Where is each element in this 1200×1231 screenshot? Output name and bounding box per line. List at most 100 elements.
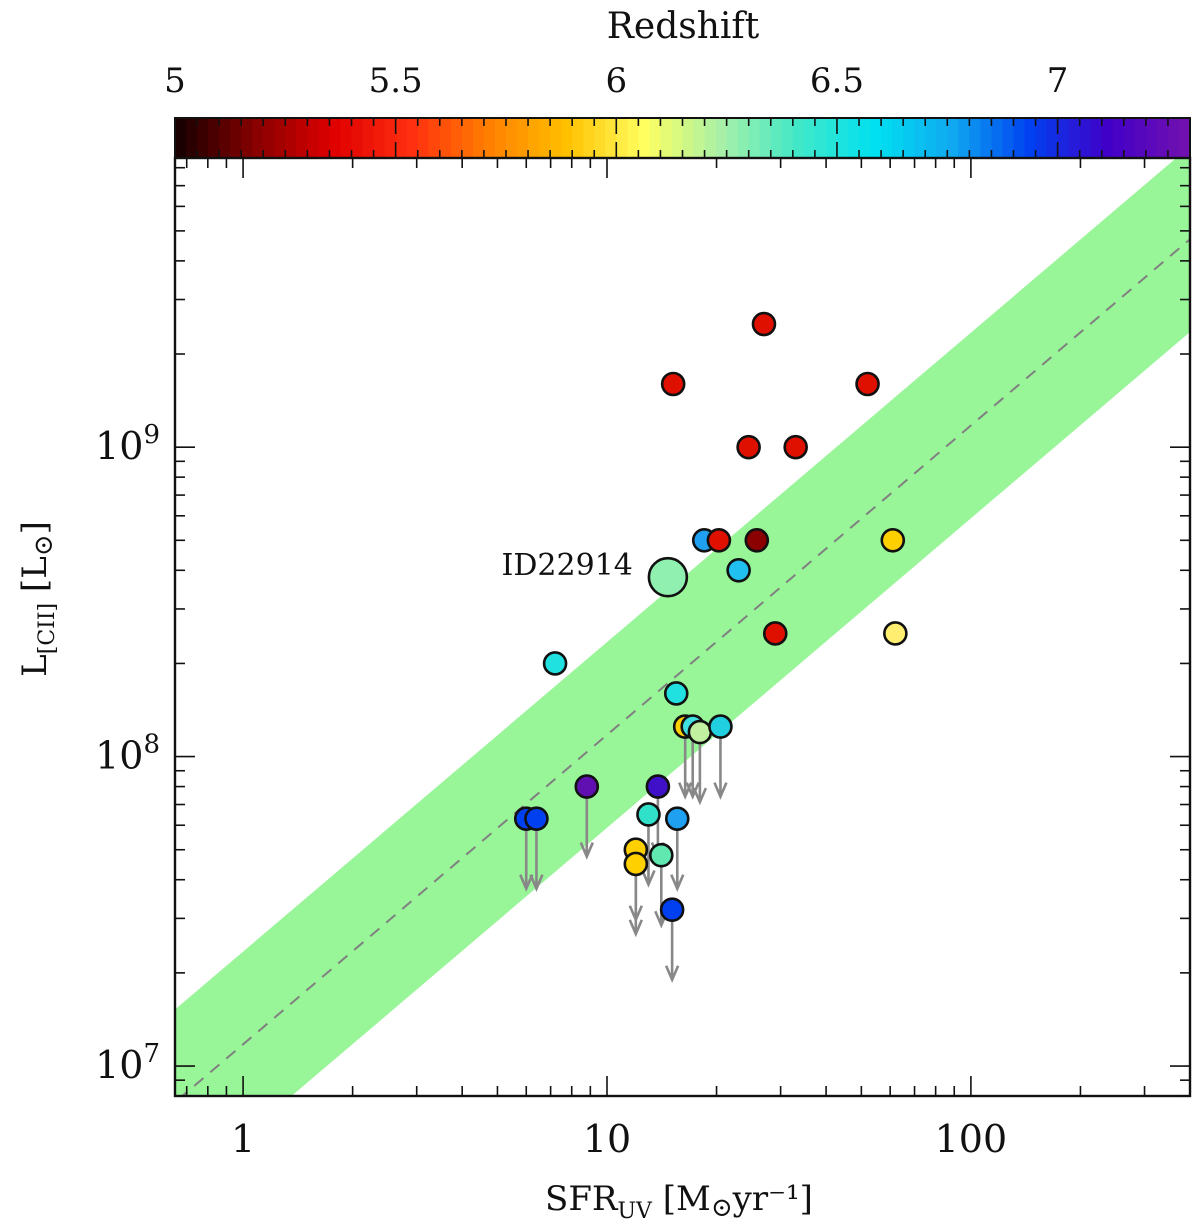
colorbar-tick-label: 7 [1047,61,1069,101]
plot-frame [173,156,1192,1098]
colorbar-cell [1024,118,1037,158]
colorbar-cell [605,118,617,158]
relation-scatter-band [175,158,1190,1096]
colorbar-cell [461,118,474,158]
colorbar-cell [947,118,959,158]
colorbar-cell [726,118,739,158]
colorbar-cell [384,118,397,158]
y-tick-label: 109 [95,420,160,468]
colorbar-cell [1046,118,1059,158]
colorbar-cell [892,118,904,158]
colorbar-cell [285,118,297,158]
upper-limit-point [648,842,674,868]
colorbar-cell [1156,118,1169,158]
data-point [762,621,788,646]
upper-limit-point [664,806,690,831]
colorbar-cell [296,118,308,158]
colorbar-cell [792,118,805,158]
colorbar-cell [1057,118,1070,158]
colorbar-cell [814,118,827,158]
colorbar-cell [505,118,518,158]
colorbar-cell [219,118,231,158]
upper-limit-arrowhead [628,919,644,938]
colorbar-cell [318,118,331,158]
colorbar-cell [781,118,794,158]
colorbar-cell [991,118,1004,158]
data-point [880,528,906,553]
colorbar-cell [825,118,838,158]
colorbar-cell [859,118,871,158]
colorbar-cell [803,118,816,158]
colorbar-cell [373,118,386,158]
colorbar-cell [494,118,507,158]
colorbar-cell [1167,118,1180,158]
colorbar-cell [671,118,684,158]
upper-limit-point [623,851,649,877]
colorbar-cell [969,118,981,158]
upper-limit-arrowhead [579,842,594,860]
colorbar-cell [737,118,750,158]
colorbar-cell [517,118,529,158]
colorbar-cell [439,118,452,158]
colorbar-cell [252,118,264,158]
upper-limit-arrowhead [529,874,544,892]
colorbar-title: Redshift [607,6,760,47]
highlight-point [647,556,689,598]
data-point [883,621,908,646]
colorbar-cell [483,118,496,158]
colorbar-cell [340,118,353,158]
colorbar-cell [1123,118,1136,158]
upper-limit-point [659,897,685,923]
colorbar-cell [351,118,364,158]
data-point [726,557,751,583]
upper-limit-point [574,774,600,799]
colorbar-cell [528,118,540,158]
upper-limit-arrowhead [685,782,700,800]
colorbar-cell [1002,118,1015,158]
colorbar-cell [1112,118,1125,158]
colorbar-cell [561,118,573,158]
colorbar-cell [175,118,187,158]
upper-limit-arrowhead [713,782,728,800]
upper-limit-point [687,719,713,745]
colorbar-cell [1145,118,1158,158]
colorbar-tick-label: 5 [164,61,186,101]
colorbar-cell [870,118,882,158]
x-axis-title: SFRUV [M⊙yr⁻¹] [545,1179,813,1224]
colorbar-cell [186,118,198,158]
colorbar-cell [241,118,253,158]
colorbar-cell [230,118,242,158]
colorbar-cell [583,118,595,158]
y-tick-label: 107 [95,1039,160,1087]
colorbar-cell [1101,118,1114,158]
data-point [855,371,880,397]
colorbar-cell [847,118,860,158]
data-point [660,371,686,397]
colorbar-cell [770,118,783,158]
colorbar-cell [914,118,926,158]
colorbar-cell [980,118,993,158]
upper-limit-arrowhead [641,869,656,888]
colorbar-cell [693,118,706,158]
colorbar-cell [682,118,695,158]
colorbar-cell [715,118,728,158]
colorbar-cell [208,118,220,158]
colorbar: Redshift 5 5.5 6 6.5 7 [164,6,1191,159]
colorbar-cell [274,118,286,158]
colorbar-cell [263,118,275,158]
colorbar-cell [903,118,915,158]
colorbar-tick-label: 6 [605,61,627,101]
colorbar-cell [627,118,639,158]
colorbar-cell [329,118,342,158]
colorbar-cell [759,118,772,158]
colorbar-cell [958,118,970,158]
colorbar-cell [1079,118,1092,158]
colorbar-cell [649,118,662,158]
upper-limit-arrowhead [519,874,534,892]
colorbar-cell [1134,118,1147,158]
colorbar-cell [428,118,441,158]
colorbar-cell [362,118,375,158]
x-tick-label: 10 [583,1117,631,1161]
upper-limit-point [636,802,661,827]
x-tick-label: 1 [231,1117,255,1161]
